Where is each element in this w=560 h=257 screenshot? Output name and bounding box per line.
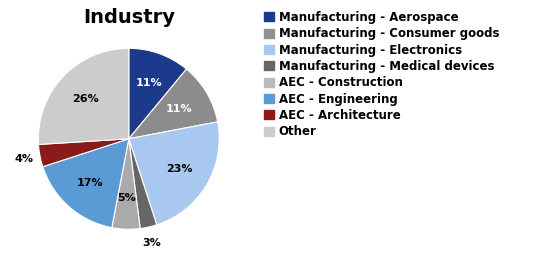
Text: 26%: 26% xyxy=(73,94,99,104)
Legend: Manufacturing - Aerospace, Manufacturing - Consumer goods, Manufacturing - Elect: Manufacturing - Aerospace, Manufacturing… xyxy=(264,11,500,138)
Wedge shape xyxy=(129,48,186,139)
Wedge shape xyxy=(129,122,220,225)
Text: 4%: 4% xyxy=(15,154,34,164)
Text: 3%: 3% xyxy=(143,238,161,248)
Text: 5%: 5% xyxy=(118,192,136,203)
Wedge shape xyxy=(112,139,140,229)
Text: Industry: Industry xyxy=(83,8,175,27)
Wedge shape xyxy=(39,139,129,167)
Wedge shape xyxy=(43,139,129,228)
Text: 23%: 23% xyxy=(166,164,193,174)
Wedge shape xyxy=(129,139,157,228)
Wedge shape xyxy=(129,69,218,139)
Text: 11%: 11% xyxy=(136,78,162,88)
Text: 11%: 11% xyxy=(166,104,193,114)
Text: 17%: 17% xyxy=(77,178,103,188)
Wedge shape xyxy=(38,48,129,144)
